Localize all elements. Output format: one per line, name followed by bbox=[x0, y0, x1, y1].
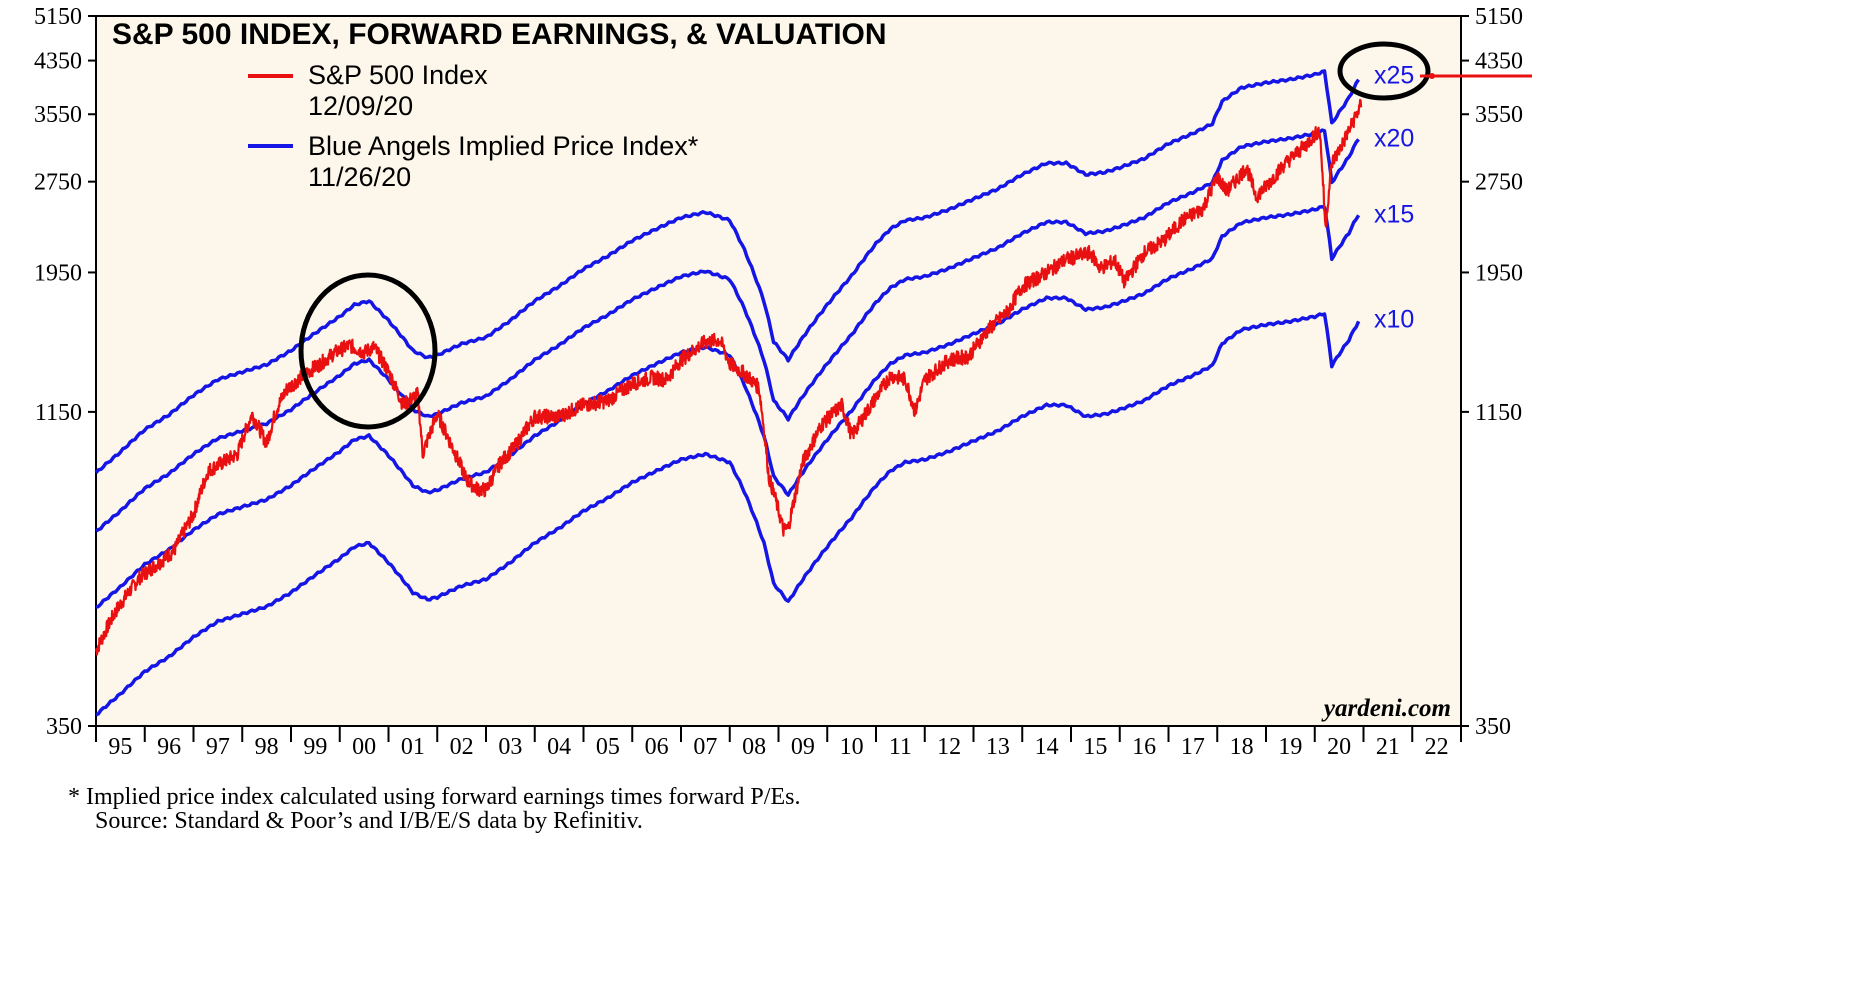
y-tick-label-left: 5150 bbox=[34, 4, 82, 30]
x-tick-label: 17 bbox=[1181, 734, 1205, 760]
x-tick-label: 07 bbox=[693, 734, 717, 760]
annotation-marker-dot bbox=[1429, 73, 1435, 79]
x-tick-label: 15 bbox=[1083, 734, 1107, 760]
annotation-circle-2020 bbox=[1337, 41, 1431, 101]
multiple-label-x25: x25 bbox=[1374, 61, 1414, 89]
x-tick-label: 13 bbox=[986, 734, 1010, 760]
x-tick-label: 95 bbox=[108, 734, 132, 760]
annotation-circle-2000 bbox=[298, 272, 438, 430]
y-tick-label-right: 3550 bbox=[1475, 102, 1523, 128]
x-tick-label: 18 bbox=[1230, 734, 1254, 760]
credit-label: yardeni.com bbox=[1321, 695, 1451, 722]
x-tick-label: 05 bbox=[596, 734, 620, 760]
x-tick-label: 98 bbox=[255, 734, 279, 760]
x-tick-label: 01 bbox=[401, 734, 425, 760]
x-tick-label: 19 bbox=[1278, 734, 1302, 760]
y-tick-label-left: 2750 bbox=[34, 170, 82, 196]
angels-line-x15 bbox=[95, 204, 1361, 609]
y-tick-label-left: 350 bbox=[46, 714, 82, 740]
plot-area bbox=[95, 15, 1462, 727]
angels-line-x10 bbox=[95, 312, 1361, 717]
footnote: * Implied price index calculated using f… bbox=[68, 784, 801, 810]
x-tick-label: 21 bbox=[1376, 734, 1400, 760]
x-tick-label: 99 bbox=[303, 734, 327, 760]
multiple-label-x15: x15 bbox=[1374, 200, 1414, 228]
y-tick-label-left: 1150 bbox=[35, 400, 82, 426]
y-tick-label-left: 3550 bbox=[34, 102, 82, 128]
y-tick-label-left: 4350 bbox=[34, 49, 82, 75]
multiple-label-x10: x10 bbox=[1374, 305, 1414, 333]
x-tick-label: 03 bbox=[498, 734, 522, 760]
y-tick-label-right: 2750 bbox=[1475, 170, 1523, 196]
x-tick-label: 09 bbox=[791, 734, 815, 760]
legend-sp500-date: 12/09/20 bbox=[308, 91, 413, 121]
x-tick-label: 04 bbox=[547, 734, 571, 760]
legend-sp500-label: S&P 500 Index bbox=[308, 60, 488, 90]
y-tick-label-right: 350 bbox=[1475, 714, 1511, 740]
y-tick-label-left: 1950 bbox=[34, 260, 82, 286]
x-tick-label: 00 bbox=[352, 734, 376, 760]
x-tick-label: 96 bbox=[157, 734, 181, 760]
source-note: Source: Standard & Poor’s and I/B/E/S da… bbox=[95, 808, 643, 834]
legend-angels-date: 11/26/20 bbox=[308, 162, 411, 192]
multiple-label-x20: x20 bbox=[1374, 124, 1414, 152]
x-tick-label: 16 bbox=[1132, 734, 1156, 760]
x-tick-label: 22 bbox=[1425, 734, 1449, 760]
angels-line-x25 bbox=[94, 69, 1360, 474]
angels-line-x20 bbox=[95, 128, 1360, 533]
chart-title: S&P 500 INDEX, FORWARD EARNINGS, & VALUA… bbox=[112, 18, 887, 51]
x-tick-label: 14 bbox=[1035, 734, 1059, 760]
x-tick-label: 10 bbox=[840, 734, 864, 760]
sp500-line bbox=[94, 98, 1363, 656]
y-tick-label-right: 1150 bbox=[1475, 400, 1522, 426]
legend-angels-label: Blue Angels Implied Price Index* bbox=[308, 131, 699, 161]
x-tick-label: 11 bbox=[889, 734, 912, 760]
y-tick-label-right: 4350 bbox=[1475, 49, 1523, 75]
y-tick-label-right: 5150 bbox=[1475, 4, 1523, 30]
x-tick-label: 06 bbox=[645, 734, 669, 760]
x-tick-label: 08 bbox=[742, 734, 766, 760]
x-tick-label: 12 bbox=[937, 734, 961, 760]
x-tick-label: 97 bbox=[206, 734, 230, 760]
x-tick-label: 02 bbox=[450, 734, 474, 760]
y-tick-label-right: 1950 bbox=[1475, 260, 1523, 286]
x-tick-label: 20 bbox=[1327, 734, 1351, 760]
